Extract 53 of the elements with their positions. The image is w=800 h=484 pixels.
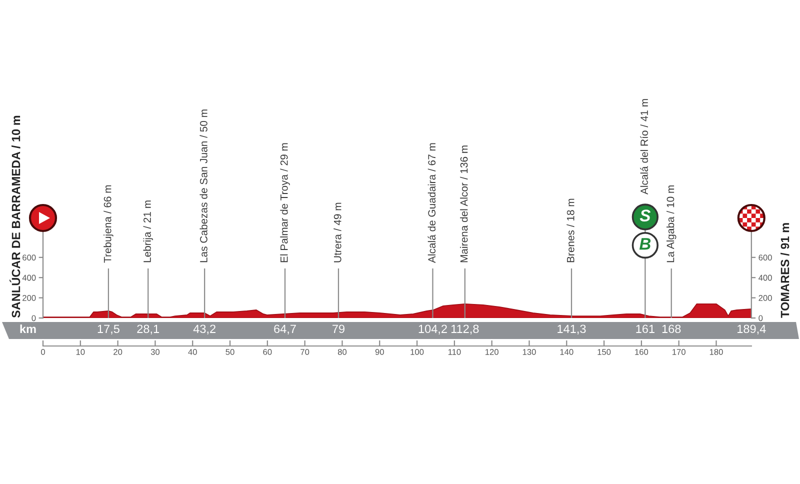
x-tick-label: 10 bbox=[76, 349, 85, 355]
x-tick-label: 100 bbox=[410, 349, 424, 355]
ref-line-label: La Algaba / 10 m bbox=[666, 186, 676, 262]
ref-line-label: Brenes / 18 m bbox=[566, 198, 574, 262]
y2-tick-label: 200 bbox=[758, 295, 772, 301]
x2-axis-title: km bbox=[20, 324, 36, 334]
ref-line-label: Alcalá de Guadaira / 67 m bbox=[428, 143, 436, 263]
annotation: B bbox=[639, 238, 651, 250]
x-tick-label: 120 bbox=[486, 349, 498, 355]
y2-tick-label: 400 bbox=[758, 274, 772, 281]
x2-tick-label: 161 bbox=[636, 324, 654, 334]
x2-tick-label: 28,1 bbox=[137, 324, 160, 334]
ref-line-label: Mairena del Alcor / 136 m bbox=[460, 146, 468, 262]
y-tick-label: 0 bbox=[32, 315, 36, 322]
x-tick-label: 50 bbox=[226, 349, 234, 355]
ref-line-label: El Palmar de Troya / 29 m bbox=[280, 143, 290, 262]
ref-line-label: Las Cabezas de San Juan / 50 m bbox=[200, 110, 208, 262]
x2-tick-label: 189,4 bbox=[738, 324, 766, 334]
x-tick-label: 130 bbox=[522, 349, 536, 355]
y-axis-title: SANLÚCAR DE BARRAMEDA / 10 m bbox=[10, 116, 20, 318]
y2-tick-label: 600 bbox=[758, 254, 772, 260]
x-tick-label: 30 bbox=[150, 349, 160, 355]
x-tick-label: 160 bbox=[635, 349, 648, 355]
x-tick-label: 70 bbox=[300, 349, 310, 355]
x-tick-label: 110 bbox=[448, 349, 461, 355]
x2-tick-label: 112,8 bbox=[451, 324, 479, 334]
ref-line-label: Lebrija / 21 m bbox=[143, 200, 153, 262]
y2-axis-title: TOMARES / 91 m bbox=[780, 223, 790, 318]
x2-tick-label: 43,2 bbox=[193, 324, 216, 334]
y-tick-label: 200 bbox=[22, 295, 36, 301]
x-tick-label: 140 bbox=[560, 349, 574, 355]
ref-line-label: Utrera / 49 m bbox=[334, 202, 342, 262]
x2-tick-label: 17,5 bbox=[98, 324, 120, 334]
x2-tick-label: 141,3 bbox=[558, 324, 586, 334]
x2-tick-label: 104,2 bbox=[418, 324, 447, 334]
ref-line-label: Alcalá del Río / 41 m bbox=[640, 99, 648, 194]
x-tick-label: 0 bbox=[41, 349, 45, 355]
x2-tick-label: 79 bbox=[332, 324, 344, 334]
ref-line-label: Trebujena / 66 m bbox=[104, 185, 114, 263]
x-tick-label: 180 bbox=[710, 349, 723, 355]
x2-tick-label: 168 bbox=[662, 324, 681, 334]
x2-tick-label: 64,7 bbox=[274, 324, 296, 334]
y2-tick-label: 0 bbox=[758, 315, 763, 322]
x-tick-label: 90 bbox=[375, 349, 384, 355]
annotation: S bbox=[640, 210, 651, 222]
y-tick-label: 600 bbox=[22, 254, 36, 260]
x-tick-label: 150 bbox=[598, 349, 611, 355]
x-tick-label: 80 bbox=[338, 349, 347, 355]
y-tick-label: 400 bbox=[22, 274, 36, 281]
x-tick-label: 60 bbox=[263, 349, 272, 355]
x-tick-label: 40 bbox=[188, 349, 197, 355]
x-tick-label: 20 bbox=[114, 349, 122, 355]
x-tick-label: 170 bbox=[672, 349, 686, 355]
